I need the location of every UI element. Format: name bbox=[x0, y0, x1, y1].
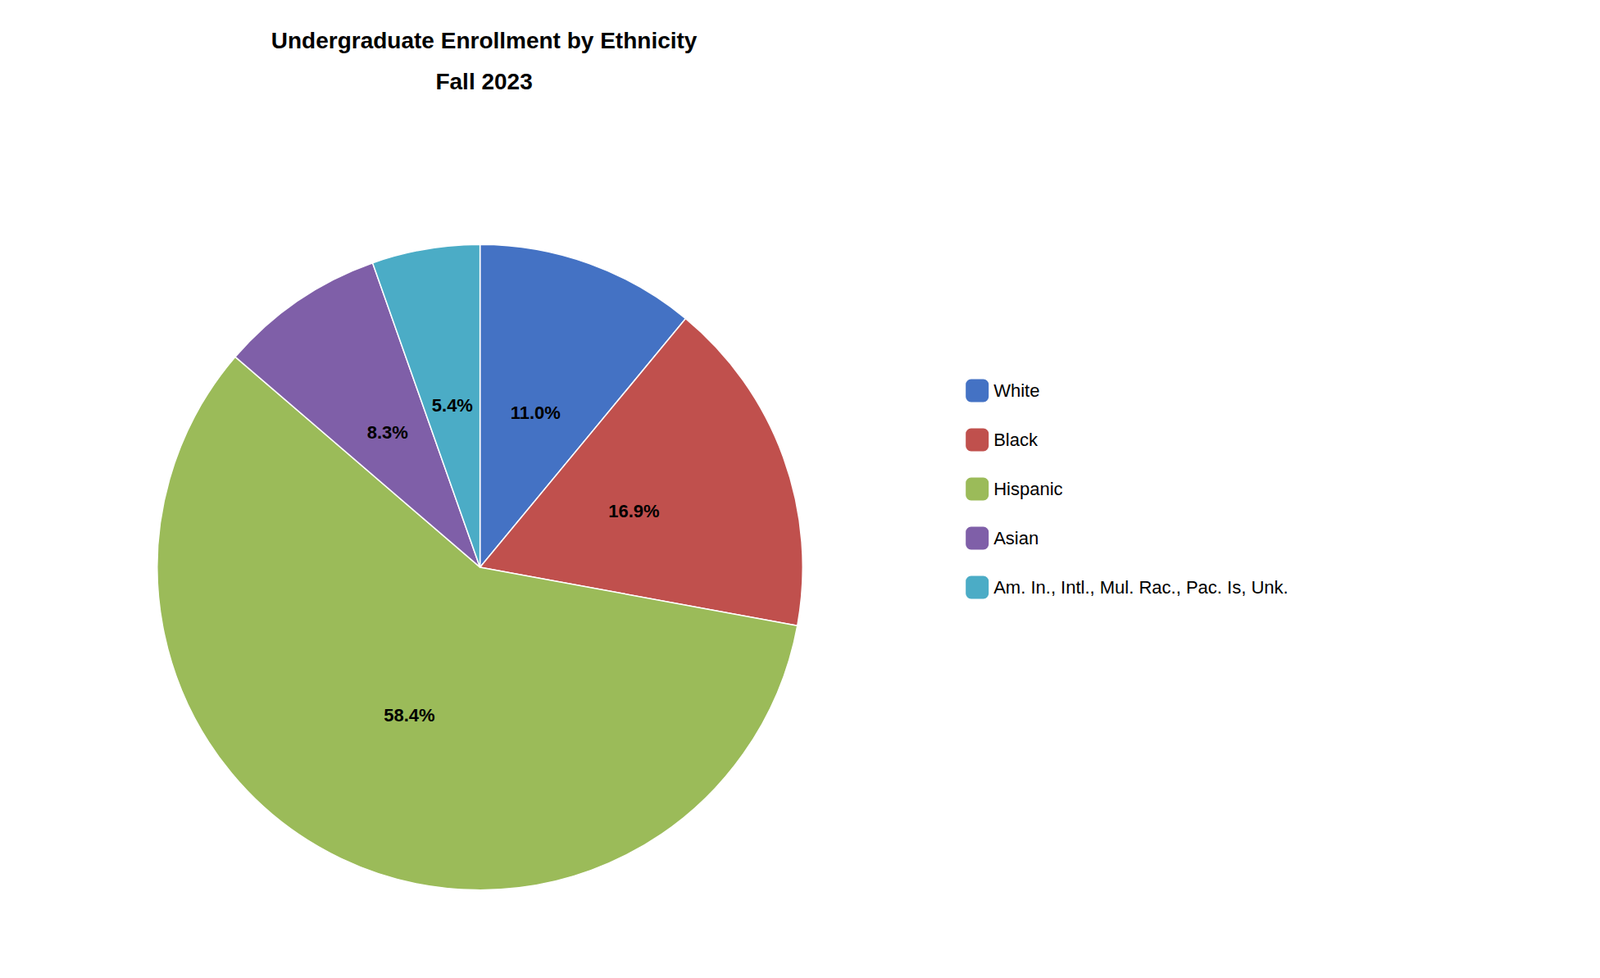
svg-text:White: White bbox=[993, 380, 1040, 401]
svg-text:Am. In., Intl., Mul. Rac., Pac: Am. In., Intl., Mul. Rac., Pac. Is, Unk. bbox=[993, 577, 1288, 598]
svg-text:Fall 2023: Fall 2023 bbox=[435, 68, 532, 95]
svg-text:5.4%: 5.4% bbox=[431, 395, 473, 416]
svg-text:Asian: Asian bbox=[993, 527, 1039, 549]
svg-text:8.3%: 8.3% bbox=[367, 422, 409, 443]
svg-text:Undergraduate Enrollment by Et: Undergraduate Enrollment by Ethnicity bbox=[271, 27, 698, 54]
svg-text:Hispanic: Hispanic bbox=[993, 478, 1063, 500]
svg-text:Black: Black bbox=[993, 429, 1039, 450]
svg-text:16.9%: 16.9% bbox=[608, 500, 660, 522]
svg-text:11.0%: 11.0% bbox=[510, 402, 561, 423]
svg-text:58.4%: 58.4% bbox=[383, 704, 435, 726]
